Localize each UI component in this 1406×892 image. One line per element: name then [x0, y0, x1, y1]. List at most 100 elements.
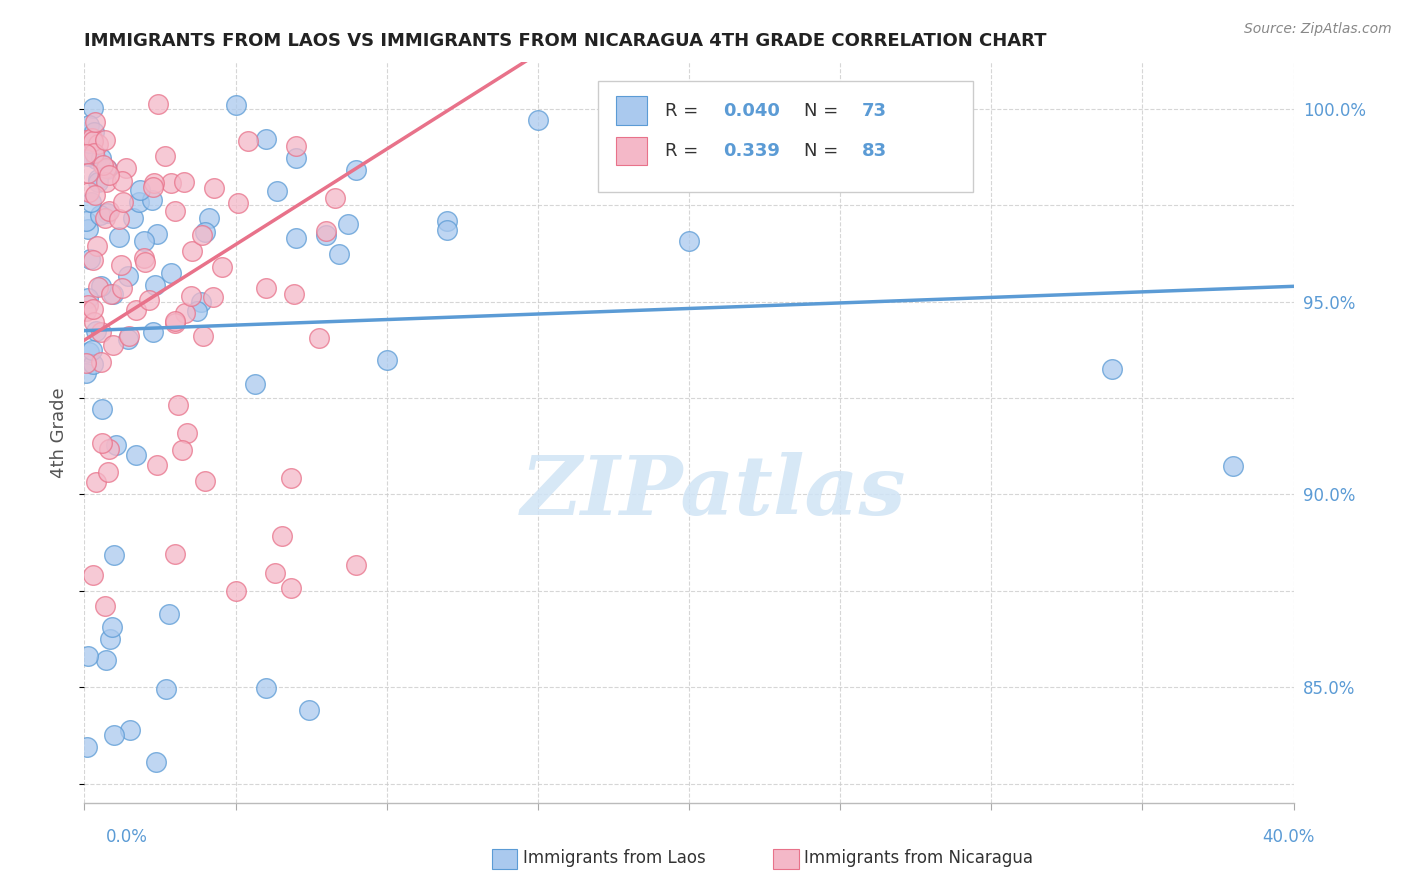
Point: [75, 367, 97, 381]
Point: [120, 723, 142, 738]
Point: [82, 301, 104, 316]
Point: [115, 161, 138, 175]
Text: Immigrants from Nicaragua: Immigrants from Nicaragua: [804, 849, 1033, 867]
Point: [83, 146, 105, 161]
Point: [77, 149, 100, 163]
Point: [285, 231, 308, 245]
Point: [84, 475, 107, 489]
Point: [101, 287, 124, 301]
Point: [280, 581, 302, 595]
Point: [160, 176, 183, 190]
Point: [103, 548, 125, 562]
Point: [96, 652, 118, 666]
Point: [90, 435, 112, 450]
Point: [225, 583, 247, 598]
Point: [77, 345, 100, 359]
Text: 40.0%: 40.0%: [1263, 828, 1315, 846]
Point: [271, 529, 294, 543]
Y-axis label: 4th Grade: 4th Grade: [51, 387, 69, 478]
Point: [80, 194, 103, 209]
Point: [266, 185, 288, 199]
Point: [145, 458, 167, 472]
Point: [87, 175, 110, 189]
Point: [117, 332, 139, 346]
Text: 0.339: 0.339: [723, 143, 780, 161]
Point: [82, 101, 104, 115]
Point: [198, 211, 221, 225]
Point: [79, 118, 101, 132]
Point: [142, 180, 165, 194]
Text: 83: 83: [862, 143, 887, 161]
Point: [87, 171, 110, 186]
Point: [165, 204, 187, 219]
Point: [77, 136, 100, 150]
Point: [100, 287, 122, 301]
Point: [315, 228, 337, 243]
Point: [94, 599, 117, 614]
Point: [75, 133, 97, 147]
Point: [346, 163, 368, 178]
Text: 0.0%: 0.0%: [105, 828, 148, 846]
Text: ZIPatlas: ZIPatlas: [520, 452, 905, 532]
Point: [194, 474, 217, 488]
Point: [236, 134, 259, 148]
Point: [315, 223, 337, 237]
Point: [76, 739, 98, 754]
Point: [82, 253, 104, 268]
Point: [181, 244, 204, 259]
Point: [91, 158, 114, 172]
Point: [105, 438, 128, 452]
Point: [191, 329, 214, 343]
Point: [146, 96, 169, 111]
Point: [1222, 459, 1244, 474]
Point: [96, 206, 118, 220]
Point: [134, 254, 156, 268]
Point: [143, 277, 166, 292]
Point: [678, 234, 700, 248]
Point: [146, 227, 169, 241]
Point: [75, 214, 97, 228]
Point: [165, 316, 187, 330]
FancyBboxPatch shape: [616, 137, 647, 165]
Point: [254, 132, 277, 146]
Point: [280, 470, 302, 484]
Point: [285, 151, 308, 165]
Point: [75, 146, 97, 161]
Point: [101, 338, 124, 352]
Point: [173, 175, 195, 189]
Point: [243, 376, 266, 391]
Point: [142, 177, 165, 191]
FancyBboxPatch shape: [599, 81, 973, 192]
Point: [337, 217, 360, 231]
Point: [112, 194, 135, 209]
Point: [132, 251, 155, 265]
Point: [82, 567, 104, 582]
Point: [84, 187, 107, 202]
Point: [82, 343, 104, 358]
Point: [75, 304, 97, 318]
Point: [103, 729, 125, 743]
Point: [145, 755, 167, 769]
Point: [254, 681, 277, 695]
Point: [90, 326, 112, 340]
Point: [110, 258, 132, 272]
Point: [76, 292, 98, 306]
Point: [263, 566, 285, 581]
Point: [165, 314, 187, 328]
Point: [436, 223, 458, 237]
Point: [211, 260, 233, 274]
Point: [77, 222, 100, 236]
Point: [100, 632, 122, 646]
Point: [84, 115, 107, 129]
Point: [101, 620, 124, 634]
Point: [90, 279, 112, 293]
Point: [375, 352, 398, 367]
Point: [128, 195, 150, 210]
Point: [91, 401, 114, 416]
Point: [125, 448, 148, 462]
Point: [201, 290, 224, 304]
Point: [77, 166, 100, 180]
Point: [190, 228, 212, 243]
Point: [96, 161, 118, 176]
Point: [77, 648, 100, 663]
